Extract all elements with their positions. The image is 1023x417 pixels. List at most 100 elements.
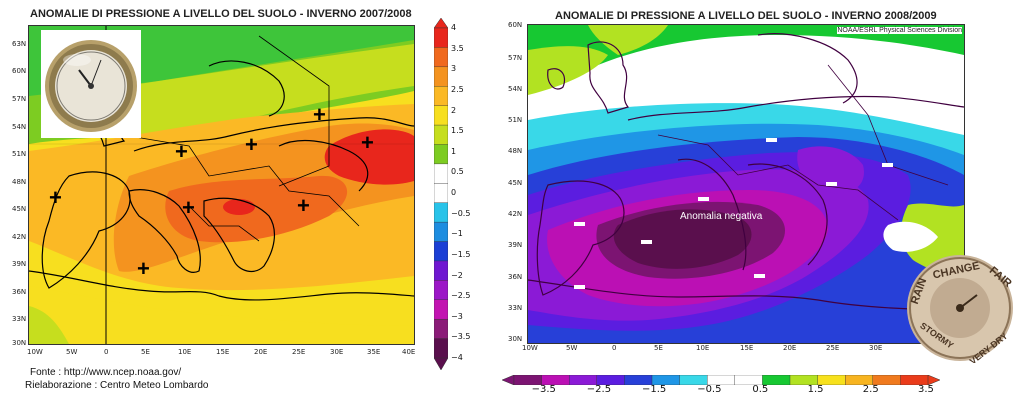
latitude-label: 36N	[508, 273, 523, 281]
scale-swatch	[433, 202, 449, 223]
scale-tick-label: −1.5	[642, 384, 667, 395]
negative-anomaly-marker	[826, 182, 837, 186]
scale-tick-label: −0.5	[697, 384, 722, 395]
scale-swatch	[433, 27, 449, 48]
latitude-label: 57N	[12, 95, 27, 103]
scale-swatch	[433, 163, 449, 184]
scale-swatch	[433, 241, 449, 262]
scale-end-arrow	[927, 374, 941, 386]
scale-tick-label: −1.5	[451, 249, 471, 259]
scale-swatch	[433, 280, 449, 301]
scale-end-arrow	[501, 374, 515, 386]
scale-tick-label: −3.5	[451, 332, 471, 342]
longitude-label: 10W	[522, 344, 538, 352]
longitude-label: 20E	[254, 348, 268, 356]
scale-tick-label: 0.5	[752, 384, 769, 395]
latitude-label: 42N	[12, 233, 27, 241]
data-credit: NOAA/ESRL Physical Sciences Division	[837, 27, 962, 34]
scale-swatch	[433, 66, 449, 87]
latitude-label: 33N	[12, 315, 27, 323]
longitude-label: 40E	[402, 348, 416, 356]
latitude-label: 54N	[508, 85, 523, 93]
scale-tick-label: 3.5	[451, 43, 464, 53]
scale-swatch	[433, 86, 449, 107]
scale-tick-label: 1.5	[451, 126, 464, 136]
left-map-title: ANOMALIE DI PRESSIONE A LIVELLO DEL SUOL…	[30, 8, 412, 20]
latitude-label: 45N	[508, 179, 523, 187]
latitude-label: 42N	[508, 210, 523, 218]
scale-tick-label: 2.5	[862, 384, 879, 395]
scale-tick-label: 3	[451, 64, 457, 74]
latitude-label: 57N	[508, 54, 523, 62]
longitude-label: 0	[612, 344, 617, 352]
scale-tick-label: 3.5	[918, 384, 934, 395]
latitude-label: 30N	[12, 339, 27, 347]
longitude-label: 15E	[740, 344, 754, 352]
scale-tick-label: −1	[451, 229, 463, 239]
scale-swatch	[433, 105, 449, 126]
longitude-label: 5E	[141, 348, 150, 356]
negative-anomaly-marker	[574, 222, 585, 226]
positive-anomaly-marker: +	[175, 139, 188, 164]
positive-anomaly-marker: +	[361, 130, 374, 155]
scale-swatch	[433, 299, 449, 320]
positive-anomaly-marker: +	[182, 195, 195, 220]
right-anomaly-map: NOAA/ESRL Physical Sciences Division Ano…	[527, 24, 965, 344]
longitude-label: 30E	[869, 344, 883, 352]
scale-tick-label: 4	[451, 23, 457, 32]
vertical-color-scale	[433, 17, 449, 371]
positive-anomaly-marker: +	[297, 193, 310, 218]
scale-tick-label: −0.5	[451, 208, 471, 218]
elaboration-line: Rielaborazione : Centro Meteo Lombardo	[25, 380, 209, 391]
negative-anomaly-marker	[766, 138, 777, 142]
latitude-label: 39N	[508, 241, 523, 249]
longitude-label: 30E	[330, 348, 344, 356]
latitude-label: 48N	[508, 147, 523, 155]
longitude-label: 25E	[292, 348, 306, 356]
latitude-label: 60N	[12, 67, 27, 75]
scale-swatch	[433, 144, 449, 165]
horizontal-color-scale	[501, 372, 941, 386]
scale-tick-label: −3	[451, 311, 463, 321]
scale-end-arrow	[433, 17, 449, 29]
scale-end-arrow	[433, 357, 449, 371]
scale-tick-label: 0	[451, 188, 457, 197]
source-line: Fonte : http://www.ncep.noaa.gov/	[30, 367, 182, 378]
scale-tick-label: −2	[451, 270, 463, 280]
longitude-label: 5E	[654, 344, 663, 352]
scale-swatch	[433, 47, 449, 68]
right-map-title: ANOMALIE DI PRESSIONE A LIVELLO DEL SUOL…	[555, 10, 937, 22]
longitude-label: 0	[104, 348, 109, 356]
left-map-canvas	[29, 26, 414, 344]
latitude-label: 36N	[12, 288, 27, 296]
latitude-label: 30N	[508, 335, 523, 343]
positive-anomaly-marker: +	[245, 132, 258, 157]
latitude-label: 60N	[508, 21, 523, 29]
scale-tick-label: 2	[451, 105, 457, 115]
scale-tick-label: 1.5	[807, 384, 824, 395]
latitude-label: 51N	[12, 150, 27, 158]
latitude-label: 51N	[508, 116, 523, 124]
longitude-label: 35E	[367, 348, 381, 356]
negative-anomaly-marker	[754, 274, 765, 278]
latitude-label: 54N	[12, 123, 27, 131]
positive-anomaly-marker: +	[313, 102, 326, 127]
scale-tick-label: 0.5	[451, 167, 464, 177]
scale-tick-label: 1	[451, 146, 457, 156]
latitude-label: 33N	[508, 304, 523, 312]
longitude-label: 10E	[696, 344, 710, 352]
scale-swatch	[433, 124, 449, 145]
negative-anomaly-marker	[882, 163, 893, 167]
scale-tick-label: −2.5	[586, 384, 612, 395]
longitude-label: 20E	[783, 344, 797, 352]
longitude-label: 5W	[566, 344, 578, 352]
latitude-label: 45N	[12, 205, 27, 213]
negative-anomaly-marker	[698, 197, 709, 201]
right-map-canvas	[528, 25, 964, 343]
scale-swatch	[433, 183, 449, 204]
longitude-label: 10E	[178, 348, 192, 356]
left-anomaly-map: + + + + + + + +	[28, 25, 415, 345]
latitude-label: 63N	[12, 40, 27, 48]
scale-swatch	[433, 260, 449, 281]
longitude-label: 15E	[216, 348, 230, 356]
